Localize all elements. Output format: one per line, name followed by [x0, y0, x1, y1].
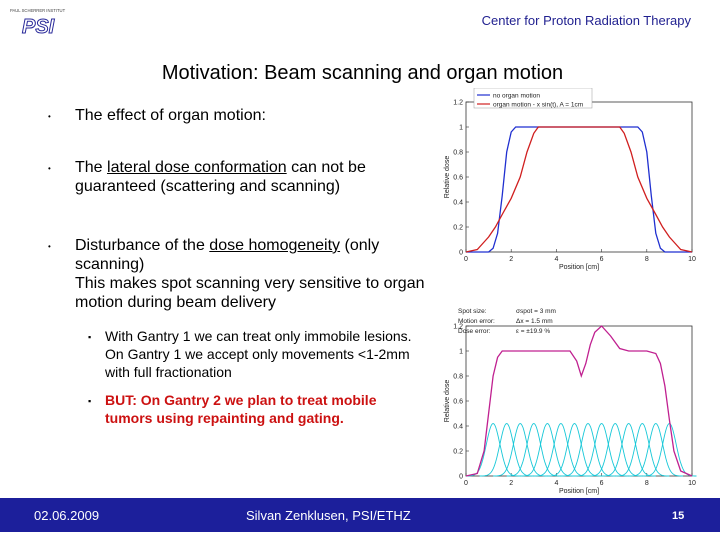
logo-mark: PSI: [22, 16, 55, 36]
x-tick-label: 10: [688, 480, 696, 487]
bullet-marker: •: [48, 242, 51, 251]
y-tick-label: 0.4: [453, 424, 463, 431]
chart-spot-scanning: 0 2 4 6 8 10 0 0.2 0.4 0.6 0.8 1 1.2 Position [cm] Rel…: [444, 308, 697, 495]
x-axis-label: Position [cm]: [559, 264, 599, 271]
bullet-2-post: can not be guaranteed (scattering and sc…: [75, 159, 366, 195]
spot-gaussian: [615, 422, 670, 477]
y-tick-label: 1: [459, 349, 463, 356]
y-tick-label: 1: [459, 125, 463, 132]
annotation-label: Spot size:: [458, 308, 487, 315]
legend-entry: organ motion - x sin(t), A = 1cm: [493, 102, 583, 109]
legend-entry: no organ motion: [493, 93, 540, 100]
y-tick-label: 0: [459, 474, 463, 481]
annotation-value: Δx = 1.5 mm: [516, 318, 553, 325]
bullet-marker: •: [48, 164, 51, 173]
y-tick-label: 1.2: [453, 100, 463, 107]
y-tick-label: 0.8: [453, 374, 463, 381]
spot-gaussian: [547, 422, 602, 477]
y-tick-label: 0.8: [453, 150, 463, 157]
chart-organ-motion: 0 2 4 6 8 10 0 0.2 0.4 0.6 0.8 1 1.2 Position [cm] Rel…: [444, 88, 696, 271]
spot-gaussian: [560, 422, 616, 477]
logo-tagline: PAUL SCHERRER INSTITUT: [10, 8, 66, 13]
spot-gaussian: [601, 422, 656, 477]
annotation-value: σspot = 3 mm: [516, 308, 556, 315]
y-tick-label: 0.6: [453, 175, 463, 182]
y-tick-label: 0: [459, 250, 463, 257]
x-tick-label: 6: [600, 256, 604, 263]
spot-gaussian: [493, 422, 548, 477]
bullet-3-post: (only scanning): [75, 237, 380, 273]
plot-frame: [465, 101, 693, 253]
header-org: Center for Proton Radiation Therapy: [481, 13, 691, 28]
bullet-3-pre: Disturbance of the: [75, 237, 210, 254]
y-tick-label: 1.2: [453, 324, 463, 331]
x-tick-label: 4: [554, 480, 558, 487]
bullet-marker: •: [48, 112, 51, 121]
legend-box: [473, 88, 593, 109]
series-line: [465, 126, 693, 253]
spot-gaussian: [506, 422, 561, 477]
bullet-3: Disturbance of the dose homogeneity (onl…: [75, 236, 425, 312]
x-tick-label: 0: [464, 256, 468, 263]
x-tick-label: 6: [600, 480, 604, 487]
annotation-value: ε = ±19.9 %: [516, 328, 550, 335]
bullet-2-pre: The: [75, 159, 108, 176]
annotation-label: Motion error:: [458, 318, 495, 325]
footer-page-number: 15: [672, 510, 685, 522]
y-axis-label: Relative dose: [444, 156, 451, 199]
y-tick-label: 0.6: [453, 399, 463, 406]
x-tick-label: 8: [645, 480, 649, 487]
x-tick-label: 0: [464, 480, 468, 487]
sub-bullet-2: BUT: On Gantry 2 we plan to treat mobile…: [105, 392, 377, 426]
footer-bar: 02.06.2009 Silvan Zenklusen, PSI/ETHZ 15: [0, 498, 720, 532]
bullet-3-underlined: dose homogeneity: [209, 237, 341, 254]
y-tick-label: 0.4: [453, 200, 463, 207]
bullet-2: The lateral dose conformation can not be…: [75, 158, 425, 196]
x-axis-label: Position [cm]: [559, 488, 599, 495]
sub-bullet-marker: ▪: [88, 396, 92, 406]
spot-gaussian: [479, 422, 534, 477]
x-tick-label: 2: [509, 480, 513, 487]
psi-logo: PAUL SCHERRER INSTITUT PSI: [10, 8, 66, 36]
annotation-label: Dose error:: [458, 328, 491, 335]
spot-gaussian: [533, 422, 588, 477]
y-tick-label: 0.2: [453, 225, 463, 232]
x-tick-label: 4: [554, 256, 558, 263]
spot-gaussian: [588, 422, 643, 477]
series-line: [465, 325, 693, 477]
bullet-2-underlined: lateral dose conformation: [107, 159, 287, 176]
spot-gaussian: [628, 422, 683, 477]
y-axis-label: Relative dose: [444, 380, 451, 423]
bullet-3-line2: This makes spot scanning very sensitive …: [75, 275, 425, 311]
spot-gaussian: [574, 422, 629, 477]
x-tick-label: 2: [509, 256, 513, 263]
sub-bullet-1: With Gantry 1 we can treat only immobile…: [105, 328, 412, 380]
sub-bullet-marker: ▪: [88, 332, 92, 342]
spot-gaussian: [520, 422, 575, 477]
slide-title: Motivation: Beam scanning and organ moti…: [161, 62, 564, 84]
y-tick-label: 0.2: [453, 449, 463, 456]
x-tick-label: 10: [688, 256, 696, 263]
bullet-1: The effect of organ motion:: [75, 107, 266, 124]
footer-author: Silvan Zenklusen, PSI/ETHZ: [246, 508, 411, 523]
footer-date: 02.06.2009: [34, 508, 100, 523]
x-tick-label: 8: [645, 256, 649, 263]
